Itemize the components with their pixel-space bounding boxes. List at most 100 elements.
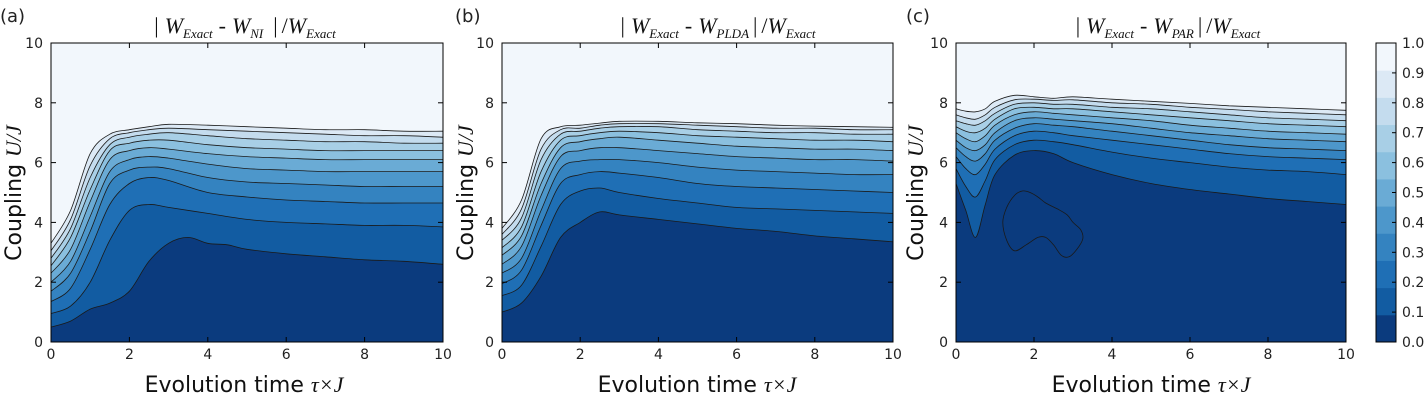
contour-line-0.6 [50,147,443,274]
colorbar: 0.0 0.1 0.2 0.3 0.4 0.5 0.6 0.7 0.8 0.9 1.0 [1375,36,1424,351]
colorbar-swatch [1376,124,1396,153]
contour-line-0.7 [50,139,443,267]
colorbar-tick-label: 1.0 [1402,36,1424,52]
colorbar-tick-label: 0.3 [1402,245,1424,261]
contour-line-0.9 [501,123,894,235]
x-tick-label: 0 [498,347,507,363]
y-tick-label: 4 [485,215,494,231]
x-tick-label: 6 [282,347,291,363]
contour-line-0.1 [955,150,1347,238]
y-axis-label: Coupling U/J [453,124,479,261]
y-tick-label: 8 [34,96,43,112]
colorbar-swatch [1376,206,1396,234]
y-tick-label: 0 [34,335,43,351]
y-tick-label: 4 [939,215,948,231]
colorbar-swatch [1376,260,1396,289]
panel-label: (a) [0,6,25,27]
colorbar-swatch [1376,178,1396,207]
y-tick-label: 0 [485,335,494,351]
y-tick-label: 0 [939,335,948,351]
contour-plot: 0 2 4 6 8 10 0 2 4 6 8 10 [930,36,1355,363]
contour-line-0.8 [501,126,894,241]
y-tick-label: 2 [485,275,494,291]
contour-line-0.6 [955,111,1347,143]
contour-line-0.3 [501,171,894,285]
x-tick-label: 8 [810,347,819,363]
colorbar-tick-label: 0.9 [1402,66,1424,82]
colorbar-swatch [1376,314,1396,343]
contour-line-0.4 [501,158,894,274]
panel-label: (b) [455,6,480,27]
contour-line-0.9 [50,127,444,252]
contour-line-0.5 [501,146,894,265]
band-fill-10 [956,43,1346,112]
colorbar-swatch [1376,70,1396,98]
plot-frame [955,42,1347,343]
x-tick-label: 2 [576,347,585,363]
x-tick-label: 0 [47,347,56,363]
panel-a: (a) | WExact - WNI |/WExact 0 2 4 6 8 10 0 2 4 6 8 10 E… [0,6,452,398]
x-tick-label: 6 [1186,347,1195,363]
x-tick-label: 2 [125,347,134,363]
panel-label: (c) [906,6,930,27]
contour-line-0.2 [955,139,1347,198]
x-tick-label: 10 [434,347,452,363]
contour-line-0.4 [955,123,1347,162]
x-tick-label: 10 [1337,347,1355,363]
panel-title: | WExact - WPLDA |/WExact [621,13,816,41]
y-tick-label: 6 [485,156,494,172]
contour-line-0.6 [501,136,894,256]
y-tick-label: 4 [34,215,43,231]
colorbar-swatch [1376,233,1396,261]
y-axis-label: Coupling U/J [1,124,27,261]
y-tick-label: 6 [34,156,43,172]
contour-line-0.1 [50,236,444,328]
y-tick-label: 10 [476,36,494,52]
y-tick-label: 10 [930,36,948,52]
contour-line-0.5 [955,117,1347,152]
x-tick-label: 8 [1264,347,1273,363]
contour-line-0.4 [50,166,443,292]
panel-b: (b) | WExact - WPLDA |/WExact 0 2 4 6 8 10 0 2 4 6 8 10… [453,6,902,398]
y-tick-label: 6 [939,156,948,172]
colorbar-tick-label: 0.7 [1402,126,1424,142]
x-tick-label: 10 [884,347,902,363]
x-axis-label: Evolution time τ×J [1052,372,1252,398]
y-axis-label: Coupling U/J [903,124,929,261]
contour-island-0 [1002,190,1084,258]
panel-c: (c) | WExact - WPAR |/WExact 0 2 4 6 8 100246810 … [903,6,1355,398]
colorbar-swatch [1376,43,1396,71]
contour-plot: 0 2 4 6 8 10 0 2 4 6 8 10 [476,36,902,363]
contour-line-1 [501,120,894,229]
x-tick-label: 6 [732,347,741,363]
colorbar-tick-label: 0.2 [1402,275,1424,291]
colorbar-tick-label: 0.6 [1402,156,1424,172]
contour-line-0.1 [501,211,894,313]
colorbar-tick-label: 0.5 [1402,186,1424,202]
contour-line-0.2 [501,187,894,297]
x-tick-label: 4 [203,347,212,363]
y-tick-label: 8 [939,96,948,112]
colorbar-tick-label: 0.4 [1402,215,1424,231]
x-tick-label: 2 [1030,347,1039,363]
plot-frame [501,42,894,343]
band-fill-10 [51,43,443,244]
contour-line-0.8 [955,102,1347,126]
colorbar-swatch [1376,151,1396,180]
contour-line-1 [50,123,444,244]
x-tick-label: 4 [1108,347,1117,363]
colorbar-tick-label: 0.8 [1402,96,1424,112]
x-tick-label: 4 [654,347,663,363]
x-axis-label: Evolution time τ×J [598,372,798,398]
colorbar-tick-label: 0.1 [1402,305,1424,321]
contour-plot: 0 2 4 6 8 10 0 2 4 6 8 10 [25,36,452,363]
panel-title: | WExact - WNI |/WExact [154,13,336,41]
panel-title: | WExact - WPAR |/WExact [1076,13,1261,41]
band-fill-10 [502,43,893,229]
colorbar-tick-label: 0.0 [1402,335,1424,351]
contour-line-0.3 [50,177,443,302]
contour-line-0.8 [50,132,444,259]
contour-line-0.5 [50,156,443,283]
x-tick-label: 8 [360,347,369,363]
